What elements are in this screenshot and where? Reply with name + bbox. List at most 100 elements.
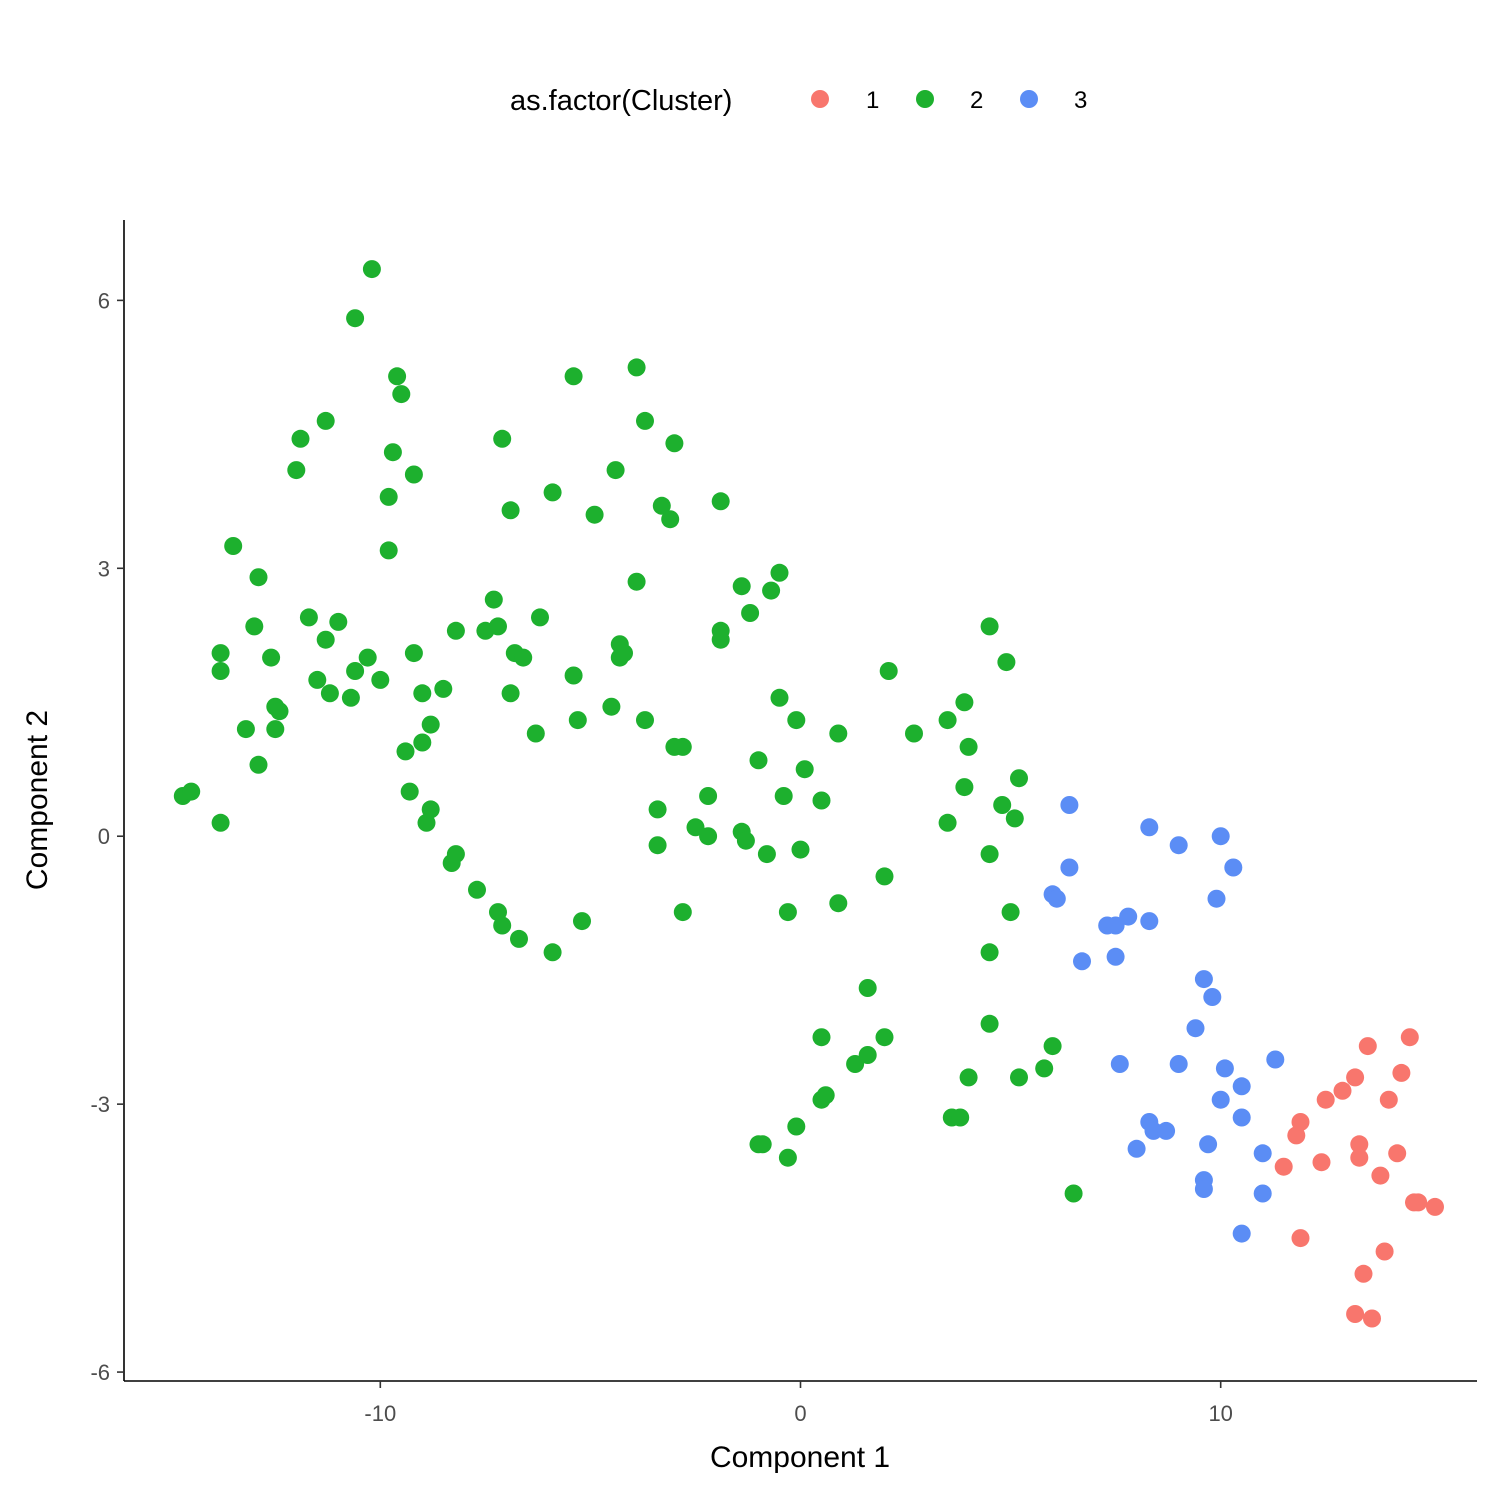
- point-cluster-2: [543, 483, 562, 502]
- point-cluster-3: [1140, 818, 1159, 837]
- point-cluster-2: [993, 796, 1012, 814]
- point-cluster-3: [1253, 1184, 1272, 1203]
- point-cluster-2: [980, 845, 999, 864]
- point-cluster-2: [501, 501, 520, 520]
- point-cluster-2: [1005, 809, 1024, 828]
- point-cluster-2: [329, 612, 348, 631]
- point-cluster-3: [1224, 858, 1243, 877]
- point-cluster-2: [711, 492, 730, 511]
- y-axis-ticks: -6 -3 0 3 6: [90, 288, 124, 1385]
- point-cluster-2: [741, 604, 760, 622]
- legend-label-cluster-2: 2: [970, 87, 983, 114]
- point-cluster-2: [316, 411, 335, 430]
- point-cluster-2: [493, 429, 512, 448]
- point-cluster-3: [1199, 1135, 1218, 1154]
- point-cluster-2: [514, 648, 533, 667]
- point-cluster-2: [1064, 1184, 1083, 1203]
- point-cluster-2: [1035, 1059, 1054, 1078]
- point-cluster-2: [711, 621, 730, 640]
- point-cluster-2: [648, 800, 667, 819]
- point-cluster-2: [468, 880, 486, 899]
- point-cluster-2: [938, 711, 957, 730]
- point-cluster-2: [1010, 1068, 1028, 1087]
- point-cluster-2: [652, 496, 671, 515]
- point-cluster-2: [1043, 1037, 1062, 1056]
- point-cluster-2: [371, 670, 390, 689]
- point-cluster-2: [224, 537, 243, 555]
- point-cluster-2: [812, 791, 831, 810]
- point-cluster-3: [1253, 1144, 1272, 1163]
- point-cluster-2: [875, 867, 894, 886]
- point-cluster-2: [249, 568, 268, 587]
- y-axis-title: Component 2: [21, 710, 54, 890]
- point-cluster-2: [846, 1055, 865, 1073]
- x-tick-label: 0: [794, 1401, 806, 1426]
- point-cluster-2: [262, 648, 281, 667]
- point-cluster-2: [404, 465, 423, 484]
- point-cluster-2: [762, 581, 781, 600]
- legend-key-cluster-3: [1020, 90, 1038, 108]
- point-cluster-2: [787, 1117, 806, 1136]
- point-cluster-2: [673, 737, 692, 756]
- point-cluster-3: [1203, 988, 1222, 1006]
- point-cluster-3: [1119, 907, 1138, 926]
- point-cluster-1: [1350, 1135, 1369, 1154]
- point-cluster-2: [812, 1028, 831, 1047]
- point-cluster-2: [299, 608, 318, 627]
- point-cluster-2: [421, 800, 440, 819]
- point-cluster-1: [1409, 1193, 1428, 1212]
- point-cluster-1: [1291, 1113, 1310, 1131]
- point-cluster-2: [951, 1108, 970, 1127]
- point-cluster-3: [1232, 1077, 1251, 1096]
- point-cluster-3: [1060, 796, 1079, 814]
- point-cluster-1: [1312, 1153, 1331, 1172]
- point-cluster-2: [388, 367, 407, 386]
- point-cluster-1: [1392, 1063, 1411, 1082]
- point-cluster-2: [564, 367, 583, 386]
- point-cluster-2: [1010, 769, 1028, 788]
- point-cluster-2: [543, 943, 562, 962]
- point-cluster-2: [770, 688, 789, 707]
- point-cluster-2: [211, 644, 230, 663]
- point-cluster-2: [526, 724, 545, 743]
- point-cluster-2: [308, 670, 327, 689]
- point-cluster-2: [673, 903, 692, 922]
- point-cluster-1: [1274, 1157, 1293, 1176]
- point-cluster-2: [795, 760, 814, 779]
- point-cluster-2: [699, 787, 718, 805]
- point-cluster-2: [531, 608, 549, 627]
- point-cluster-2: [636, 711, 654, 730]
- point-cluster-2: [379, 541, 398, 560]
- point-cluster-2: [211, 813, 230, 832]
- point-cluster-2: [446, 621, 465, 640]
- point-cluster-2: [573, 912, 591, 931]
- x-axis-ticks: -10 0 10: [364, 1381, 1233, 1426]
- point-cluster-1: [1371, 1166, 1390, 1185]
- point-cluster-3: [1140, 912, 1159, 931]
- legend-label-cluster-3: 3: [1074, 87, 1087, 114]
- point-cluster-2: [602, 697, 621, 716]
- point-cluster-2: [749, 751, 768, 770]
- point-cluster-1: [1350, 1148, 1369, 1167]
- legend-key-cluster-1: [811, 90, 829, 108]
- point-cluster-2: [858, 979, 877, 997]
- point-cluster-2: [787, 711, 806, 730]
- point-cluster-3: [1211, 827, 1230, 846]
- point-cluster-2: [400, 782, 419, 801]
- point-cluster-2: [627, 572, 646, 591]
- point-cluster-2: [287, 461, 306, 480]
- point-cluster-2: [316, 630, 335, 649]
- point-cluster-2: [648, 836, 667, 855]
- point-cluster-2: [753, 1135, 772, 1154]
- point-cluster-2: [955, 693, 974, 712]
- point-cluster-3: [1186, 1019, 1205, 1038]
- point-cluster-1: [1346, 1068, 1365, 1087]
- point-cluster-2: [778, 1148, 797, 1167]
- point-cluster-2: [661, 510, 680, 529]
- y-tick-label: 6: [98, 288, 110, 313]
- point-cluster-1: [1358, 1037, 1377, 1056]
- point-cluster-3: [1215, 1059, 1234, 1078]
- point-cluster-2: [413, 733, 432, 752]
- point-cluster-3: [1127, 1139, 1146, 1158]
